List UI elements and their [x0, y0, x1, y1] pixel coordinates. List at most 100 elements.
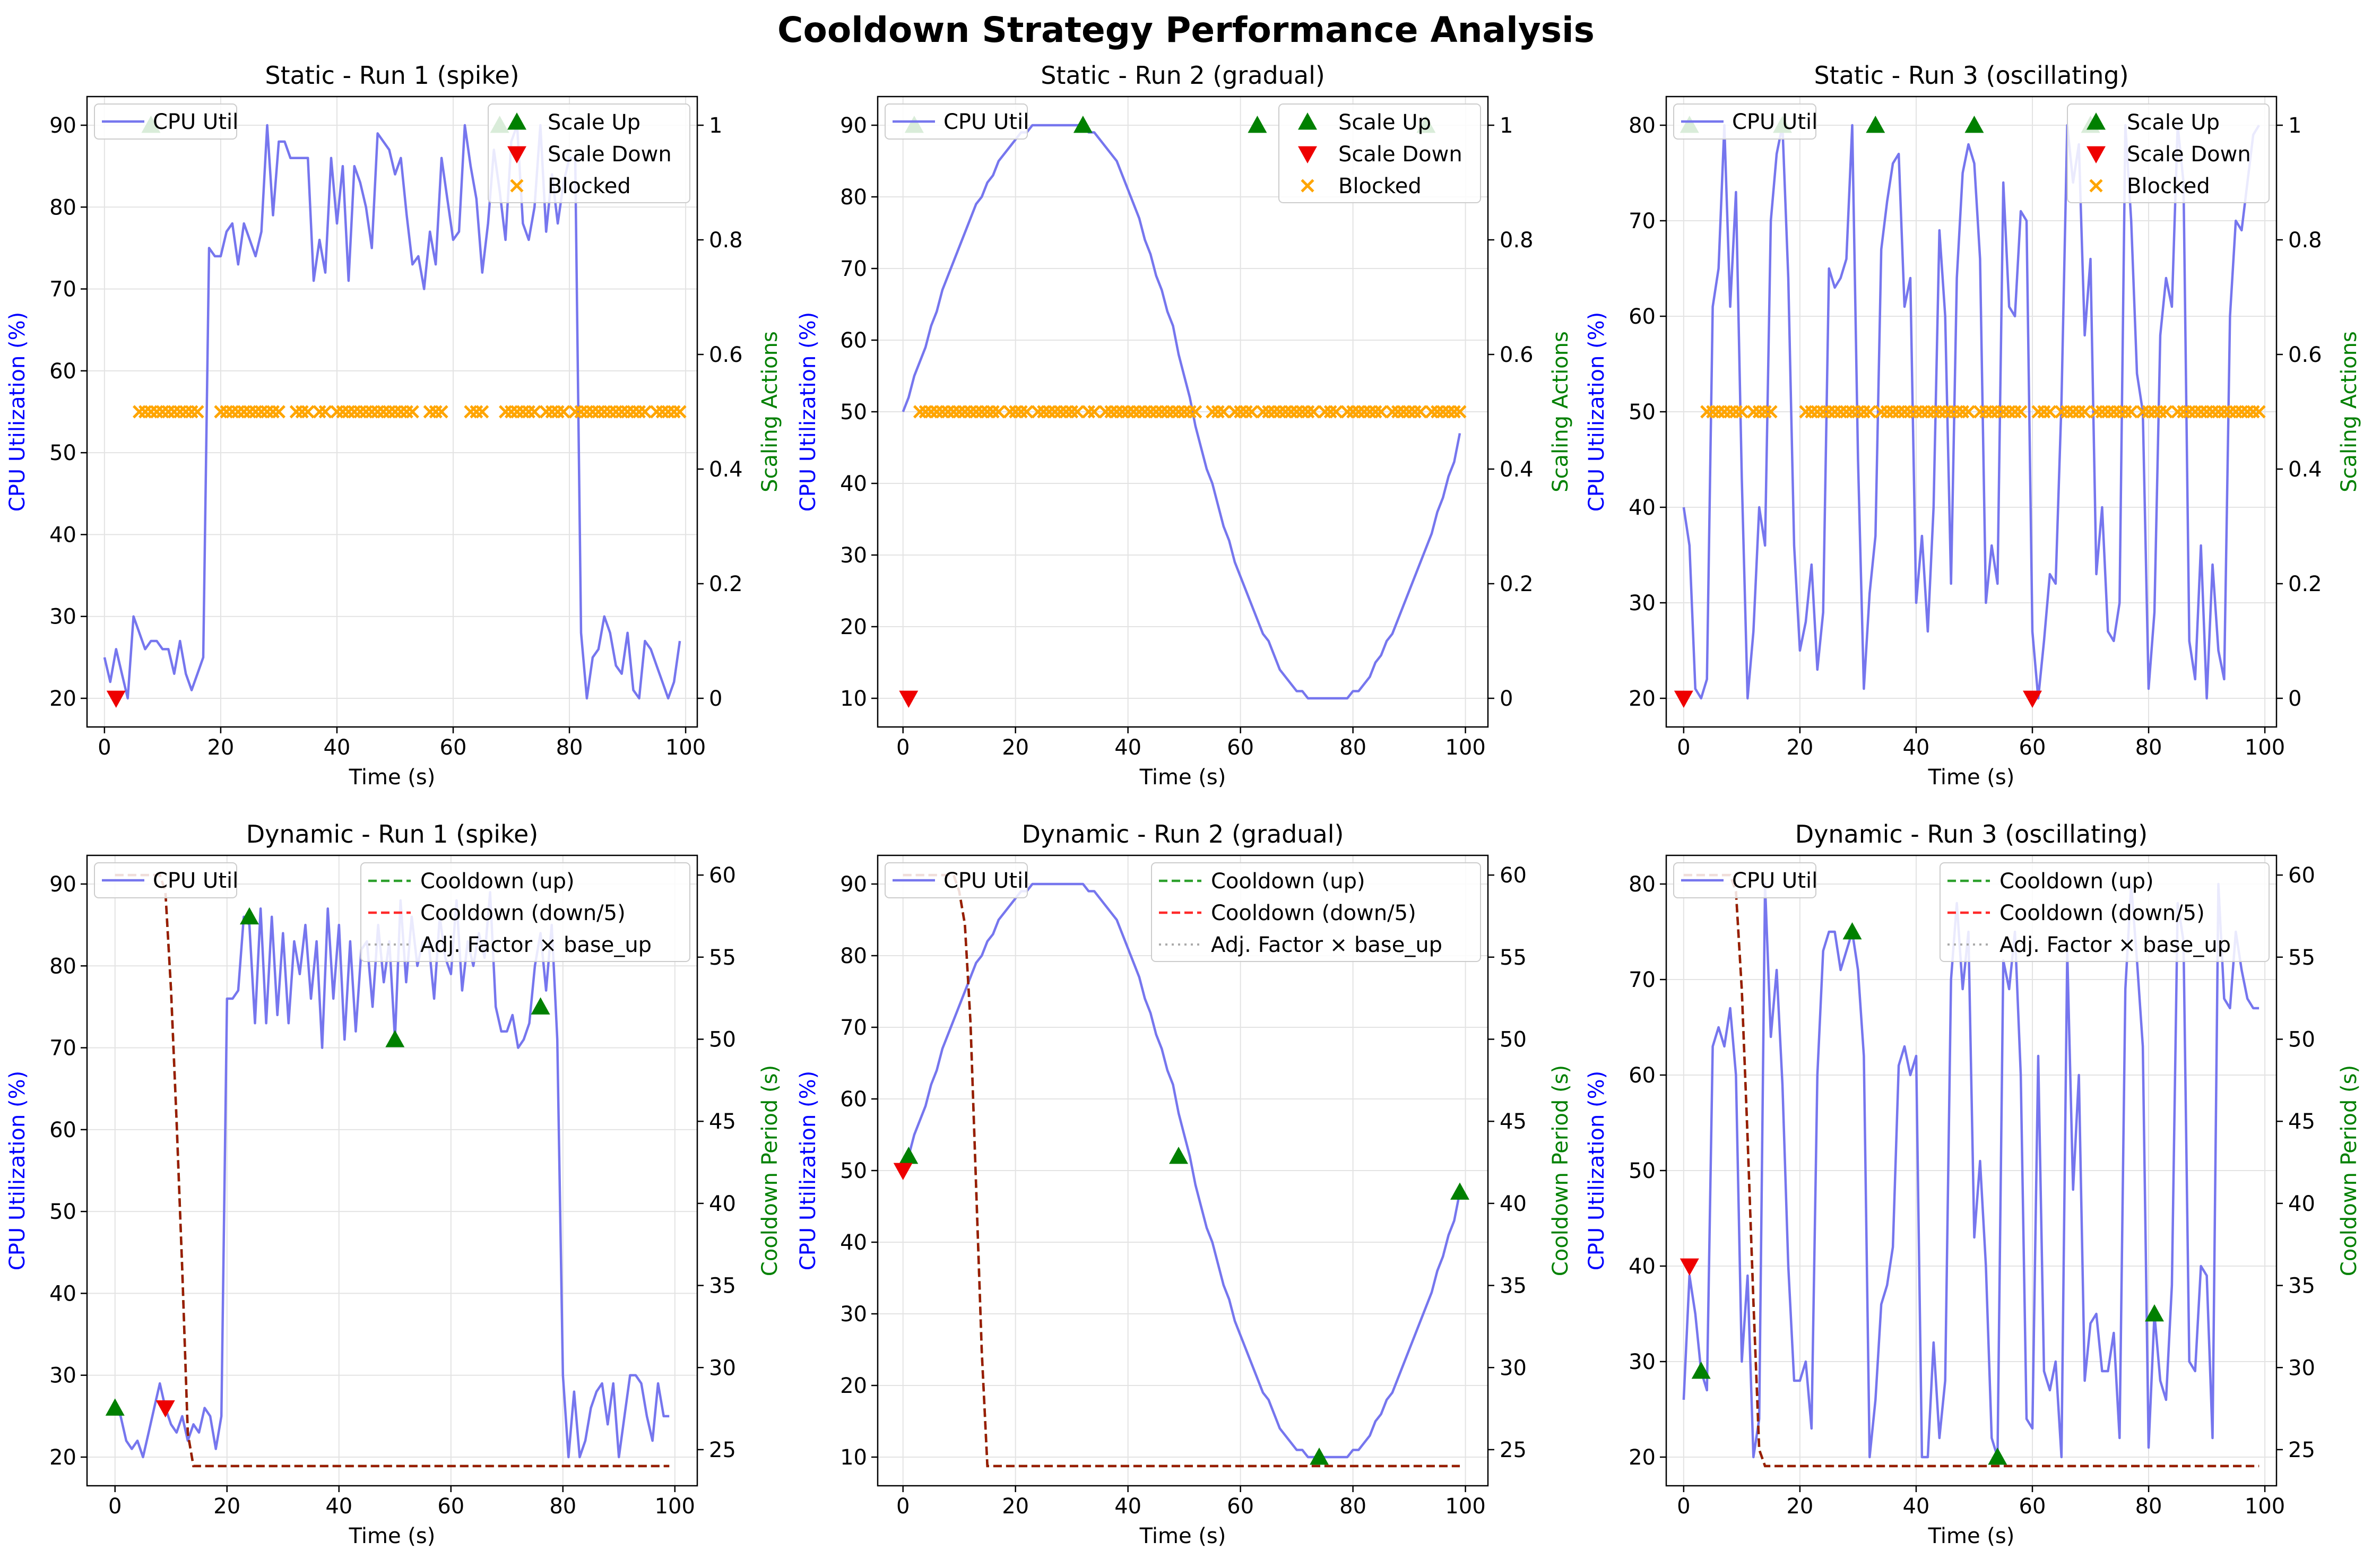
x-tick-label: 60: [2019, 1494, 2046, 1519]
y2-tick-label: 30: [2288, 1356, 2315, 1380]
cpu-util-series: [902, 124, 1461, 700]
blocked-marker: [1329, 405, 1343, 419]
legend-actions: Scale Up Scale Down Blocked: [488, 103, 690, 203]
x-tick-label: 80: [1339, 1494, 1366, 1519]
legend-label: Scale Up: [2127, 110, 2220, 135]
x-tick-label: 80: [1339, 735, 1366, 760]
x-tick-label: 100: [2245, 1494, 2285, 1519]
y2-axis-label: Cooldown Period (s): [1548, 1065, 1573, 1276]
y2-tick-label: 30: [1500, 1356, 1527, 1380]
y2-tick-label: 50: [709, 1028, 736, 1052]
blocked-marker: [1357, 405, 1371, 419]
blocked-marker: [1273, 405, 1287, 419]
y-axis-label: CPU Utilization (%): [5, 1071, 30, 1270]
x-tick-label: 0: [108, 1494, 122, 1519]
y-tick-label: 60: [1629, 305, 1656, 329]
blocked-marker: [1436, 405, 1450, 419]
legend-actions: Cooldown (up) Cooldown (down/5) Adj. Facto…: [1151, 862, 1481, 962]
scale-up-marker: [1866, 116, 1885, 133]
blocked-marker: [1306, 405, 1320, 419]
scale-up-marker: [1691, 1362, 1711, 1379]
blocked-marker: [919, 405, 932, 419]
y-tick-label: 20: [1629, 687, 1656, 711]
blocked-marker: [1256, 405, 1270, 419]
panel-title: Dynamic - Run 3 (oscillating): [1795, 820, 2148, 848]
legend-cpu: CPU Util: [1673, 862, 1817, 898]
blocked-marker: [1104, 405, 1118, 419]
legend-cpu: CPU Util: [94, 862, 238, 898]
blocked-marker: [964, 405, 977, 419]
y-tick-label: 70: [840, 1016, 867, 1040]
blocked-marker: [1155, 405, 1168, 419]
blocked-marker: [1764, 405, 1778, 419]
blocked-marker: [2124, 405, 2138, 419]
y2-axis-label: Scaling Actions: [758, 331, 782, 492]
legend-swatch: [2087, 112, 2106, 130]
blocked-marker: [475, 405, 489, 419]
blocked-marker: [1267, 405, 1281, 419]
y2-tick-label: 0.8: [1500, 228, 1534, 253]
blocked-marker: [318, 405, 332, 419]
cpu-util-series: [114, 891, 670, 1459]
blocked-marker: [435, 405, 448, 419]
y-tick-label: 70: [1629, 968, 1656, 992]
blocked-marker: [405, 405, 419, 419]
chart-panel-1: 0 20 40 60 80 100 20 30 40 50 60 70 80 90 0 0.2 0.4 0.6 0.…: [5, 61, 782, 790]
y-tick-label: 90: [840, 872, 867, 897]
blocked-marker: [1031, 405, 1045, 419]
y-tick-label: 50: [1629, 1159, 1656, 1183]
blocked-marker: [1290, 405, 1304, 419]
blocked-marker: [1453, 405, 1467, 419]
legend-cpu-label: CPU Util: [153, 869, 238, 893]
legend-cpu: CPU Util: [885, 862, 1029, 898]
blocked-marker: [1369, 405, 1382, 419]
y2-tick-label: 50: [2288, 1028, 2315, 1052]
y2-tick-label: 60: [709, 863, 736, 888]
legend-label: Cooldown (up): [1999, 869, 2154, 894]
legend-box: [1673, 103, 1816, 140]
blocked-marker: [941, 405, 955, 419]
x-tick-label: 100: [665, 735, 706, 760]
blocked-marker: [1262, 405, 1276, 419]
y-tick-label: 80: [840, 185, 867, 210]
blocked-marker: [1115, 405, 1129, 419]
scale-up-marker: [1310, 1448, 1329, 1465]
x-tick-label: 40: [1114, 1494, 1141, 1519]
y2-tick-label: 0.4: [2288, 457, 2322, 482]
y2-tick-label: 35: [2288, 1274, 2315, 1298]
x-tick-label: 0: [896, 1494, 910, 1519]
y-tick-label: 20: [49, 687, 76, 711]
blocked-marker: [1414, 405, 1427, 419]
y2-axis-label: Scaling Actions: [2337, 331, 2361, 492]
blocked-marker: [1121, 405, 1135, 419]
blocked-marker: [1323, 405, 1337, 419]
y2-tick-label: 0.2: [1500, 572, 1534, 596]
blocked-marker: [1037, 405, 1051, 419]
blocked-marker: [1284, 405, 1298, 419]
chart-panel-2: 0 20 40 60 80 100 10 20 30 40 50 60 70 80 90 0 0.2 0.4 0.6…: [796, 61, 1573, 790]
y2-tick-label: 40: [2288, 1192, 2315, 1216]
legend-label: Cooldown (down/5): [420, 901, 626, 925]
legend-cpu: CPU Util: [1673, 103, 1817, 140]
blocked-marker: [981, 405, 994, 419]
scale-down-marker: [155, 1400, 175, 1418]
x-tick-label: 20: [1002, 1494, 1029, 1519]
y-axis-label: CPU Utilization (%): [1585, 312, 1609, 512]
y-tick-label: 60: [840, 328, 867, 353]
legend-label: Adj. Factor × base_up: [420, 933, 652, 957]
legend-swatch: [2087, 146, 2106, 163]
x-tick-label: 20: [1002, 735, 1029, 760]
cpu-util-series: [1682, 882, 2260, 1459]
legend-box: [94, 103, 237, 140]
y-tick-label: 30: [840, 1302, 867, 1327]
x-tick-label: 20: [213, 1494, 240, 1519]
blocked-marker: [1065, 405, 1079, 419]
blocked-marker: [1295, 405, 1309, 419]
x-axis-label: Time (s): [349, 765, 436, 790]
x-tick-label: 0: [896, 735, 910, 760]
panel-title: Dynamic - Run 1 (spike): [246, 820, 539, 848]
y2-tick-label: 0.8: [2288, 228, 2322, 253]
y-tick-label: 40: [840, 1231, 867, 1255]
blocked-marker: [1048, 405, 1062, 419]
y2-axis-label: Cooldown Period (s): [758, 1065, 782, 1276]
